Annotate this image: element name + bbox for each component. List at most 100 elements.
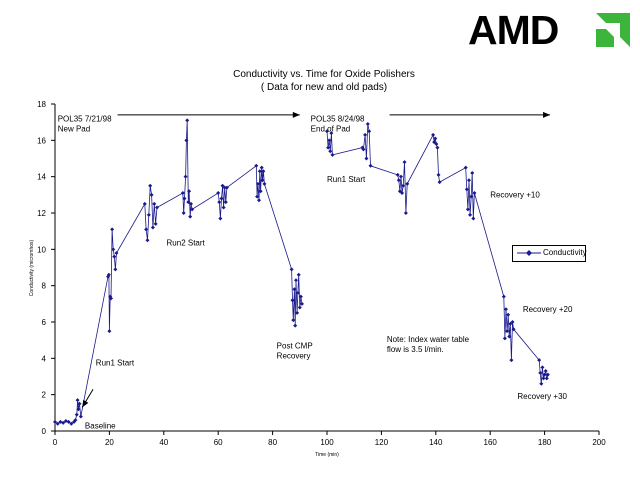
data-point: [74, 412, 79, 417]
data-point: [363, 132, 368, 137]
data-point: [152, 201, 157, 206]
annotation-arrow: [389, 111, 551, 118]
data-point: [364, 156, 369, 161]
data-point: [77, 401, 82, 406]
data-point: [254, 163, 259, 168]
data-point: [471, 216, 476, 221]
data-point: [223, 200, 228, 205]
y-tick-label: 10: [37, 245, 46, 254]
data-point: [436, 172, 441, 177]
data-point: [502, 336, 507, 341]
data-point: [402, 160, 407, 165]
data-point: [545, 372, 550, 377]
data-point: [261, 169, 266, 174]
y-tick-label: 6: [42, 318, 47, 327]
annotation-rec20: Recovery +20: [523, 305, 573, 314]
data-point: [299, 301, 304, 306]
data-point: [328, 149, 333, 154]
annotation-baseline: Baseline: [85, 421, 116, 430]
data-point: [506, 312, 511, 317]
data-point: [290, 298, 295, 303]
data-point: [73, 418, 78, 423]
data-point: [289, 267, 294, 272]
data-point: [259, 165, 264, 170]
x-tick-label: 140: [429, 438, 443, 447]
data-point: [537, 358, 542, 363]
data-point: [255, 194, 260, 199]
data-point: [538, 370, 543, 375]
data-point: [291, 318, 296, 323]
data-point: [184, 138, 189, 143]
data-point: [539, 381, 544, 386]
data-point: [368, 163, 373, 168]
data-point: [111, 247, 116, 252]
data-point: [262, 181, 267, 186]
data-point: [431, 132, 436, 137]
data-point: [503, 307, 508, 312]
legend: Conductivity: [512, 245, 587, 262]
data-point: [327, 138, 332, 143]
data-point: [217, 200, 222, 205]
data-point: [155, 205, 159, 210]
annotation-postcmp: Post CMP Recovery: [277, 341, 313, 360]
legend-swatch: [517, 250, 541, 256]
data-point: [470, 171, 475, 176]
data-point: [434, 141, 439, 146]
annotation-run1-b: Run1 Start: [327, 175, 366, 184]
x-axis-label: Time (min): [315, 452, 339, 458]
data-point: [501, 294, 506, 299]
data-point: [153, 221, 158, 226]
data-point: [510, 320, 515, 324]
series-line-0: [54, 120, 303, 425]
annotation-arrow: [81, 388, 94, 408]
data-point: [106, 272, 111, 277]
data-point: [544, 376, 549, 381]
data-point: [465, 207, 470, 212]
data-point: [219, 196, 224, 201]
data-point: [224, 185, 229, 190]
data-point: [61, 420, 66, 425]
chart-title: Conductivity vs. Time for Oxide Polisher…: [233, 69, 415, 80]
y-tick-label: 12: [37, 209, 46, 218]
data-point: [396, 178, 401, 183]
data-point: [185, 118, 190, 123]
x-tick-label: 80: [268, 438, 277, 447]
data-point: [181, 211, 186, 215]
data-point: [509, 358, 514, 363]
data-point: [395, 172, 400, 177]
data-point: [298, 294, 303, 299]
data-point: [109, 296, 114, 301]
data-point: [541, 376, 546, 381]
data-point: [330, 152, 335, 157]
data-point: [69, 421, 74, 426]
data-point: [216, 191, 221, 196]
y-tick-label: 16: [37, 136, 46, 145]
data-point: [258, 189, 263, 194]
annotation-rec10: Recovery +10: [490, 191, 540, 200]
data-point: [361, 147, 366, 152]
data-point: [468, 212, 473, 217]
x-tick-label: 100: [320, 438, 334, 447]
series-layer: [53, 118, 550, 426]
annotation-run2: Run2 Start: [167, 239, 206, 248]
annotation-arrow: [117, 111, 300, 118]
annotation-pol35-new: POL35 7/21/98 New Pad: [58, 114, 112, 133]
data-point: [292, 287, 297, 292]
data-point: [55, 421, 60, 426]
data-point: [187, 189, 192, 194]
data-point: [401, 183, 406, 188]
arrow-layer: [81, 111, 551, 408]
data-point: [295, 290, 300, 295]
data-point: [329, 131, 334, 136]
data-point: [76, 407, 81, 412]
data-point: [472, 191, 477, 196]
data-point: [437, 180, 442, 185]
y-tick-label: 2: [42, 391, 47, 400]
data-point: [113, 267, 118, 272]
y-tick-label: 0: [42, 427, 47, 436]
data-point: [222, 185, 227, 190]
data-point: [464, 187, 469, 192]
data-point: [325, 129, 329, 134]
data-point: [293, 323, 298, 328]
